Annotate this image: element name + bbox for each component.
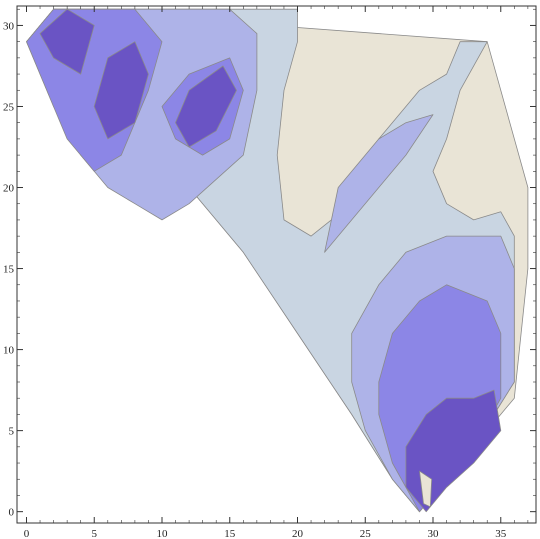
contour-band-9 [93, 41, 149, 140]
contour-band-12 [419, 470, 433, 508]
y-tick-label: 15 [3, 264, 15, 276]
x-tick-label: 20 [292, 528, 304, 539]
plot-frame [16, 5, 537, 524]
y-tick-label: 20 [3, 183, 15, 195]
x-tick-label: 35 [495, 528, 507, 539]
axes: 0 5 10 15 20 25 30 35 0 5 10 15 20 25 30 [3, 5, 537, 539]
y-tick-label: 25 [3, 101, 15, 113]
y-tick-label: 5 [9, 426, 15, 438]
y-tick-label: 30 [3, 20, 15, 32]
contour-band-3 [324, 114, 434, 253]
contour-band-10 [175, 65, 237, 148]
contour-band-8 [39, 8, 95, 75]
contour-bands [26, 8, 529, 513]
x-tick-label: 0 [24, 528, 30, 539]
x-tick-label: 5 [91, 528, 97, 539]
x-tick-label: 15 [224, 528, 236, 539]
y-tick-label: 10 [3, 345, 15, 357]
y-tick-label: 0 [9, 507, 15, 519]
x-tick-label: 25 [360, 528, 372, 539]
x-tick-label: 10 [156, 528, 168, 539]
x-tick-label: 30 [428, 528, 440, 539]
